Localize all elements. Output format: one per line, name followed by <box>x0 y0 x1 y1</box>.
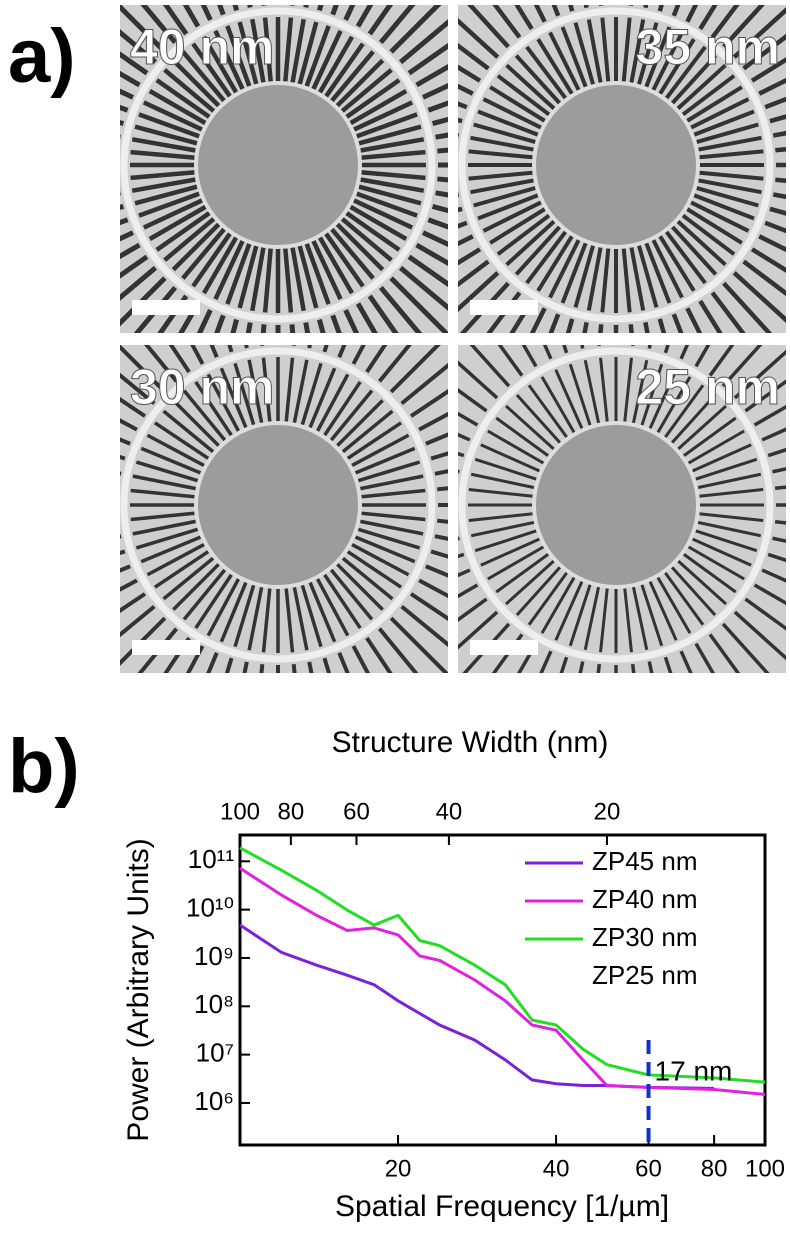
x2-tick-label: 60 <box>343 798 370 825</box>
micrograph: 30 nm <box>120 345 448 673</box>
spokes <box>458 5 786 333</box>
legend-label: ZP25 nm <box>592 960 698 990</box>
center-disk <box>194 421 362 589</box>
micrograph: 40 nm <box>120 5 448 333</box>
legend-label: ZP30 nm <box>592 922 698 952</box>
ring <box>458 7 774 323</box>
series-line <box>239 923 715 1090</box>
spokes <box>120 5 448 333</box>
series-line <box>239 866 766 1096</box>
x2-tick-label: 40 <box>436 798 463 825</box>
scale-bar <box>132 640 200 655</box>
x2-tick-label: 100 <box>220 798 260 825</box>
y-tick-label: 10⁶ <box>194 1086 234 1116</box>
image-label: 25 nm <box>635 359 780 415</box>
legend-label: ZP45 nm <box>592 846 698 876</box>
x-tick-label: 40 <box>543 1155 570 1182</box>
y-tick-label: 10⁷ <box>196 1038 234 1068</box>
image-grid: 40 nm 35 nm 30 nm 25 nm <box>120 5 786 673</box>
center-disk <box>532 81 700 249</box>
y-tick-label: 10⁹ <box>194 941 234 971</box>
ring <box>120 347 436 663</box>
x-tick-label: 100 <box>745 1155 785 1182</box>
legend-label: ZP40 nm <box>592 884 698 914</box>
marker-label: 17 nm <box>655 1055 733 1086</box>
x2-tick-label: 80 <box>278 798 305 825</box>
y-tick-label: 10⁸ <box>194 989 234 1019</box>
spokes <box>458 345 786 673</box>
plot-frame <box>238 833 767 1147</box>
panel-label: a) <box>8 14 76 99</box>
spokes <box>468 17 764 313</box>
image-label: 30 nm <box>130 359 275 415</box>
micrograph: 35 nm <box>458 5 786 333</box>
scale-bar <box>470 300 538 315</box>
y-tick-label: 10¹¹ <box>188 844 235 874</box>
x-tick-label: 60 <box>635 1155 662 1182</box>
x2-tick-label: 20 <box>594 798 621 825</box>
spokes <box>120 345 448 673</box>
x-tick-label: 20 <box>385 1155 412 1182</box>
x2-axis-title: Structure Width (nm) <box>332 726 609 759</box>
ring <box>120 7 436 323</box>
panel-label: b) <box>8 724 80 809</box>
center-disk <box>532 421 700 589</box>
image-label: 40 nm <box>130 19 275 75</box>
scale-bar <box>132 300 200 315</box>
micrograph: 25 nm <box>458 345 786 673</box>
scale-bar <box>470 640 538 655</box>
y-tick-label: 10¹⁰ <box>186 893 234 923</box>
x-axis-title: Spatial Frequency [1/µm] <box>335 1190 669 1223</box>
y-axis-title: Power (Arbitrary Units) <box>122 838 155 1141</box>
spokes <box>468 357 764 653</box>
image-label: 35 nm <box>635 19 780 75</box>
center-disk <box>194 81 362 249</box>
ring <box>458 347 774 663</box>
spokes <box>130 357 426 653</box>
series-line <box>239 846 766 1084</box>
spokes <box>130 17 426 313</box>
x-tick-label: 80 <box>701 1155 728 1182</box>
